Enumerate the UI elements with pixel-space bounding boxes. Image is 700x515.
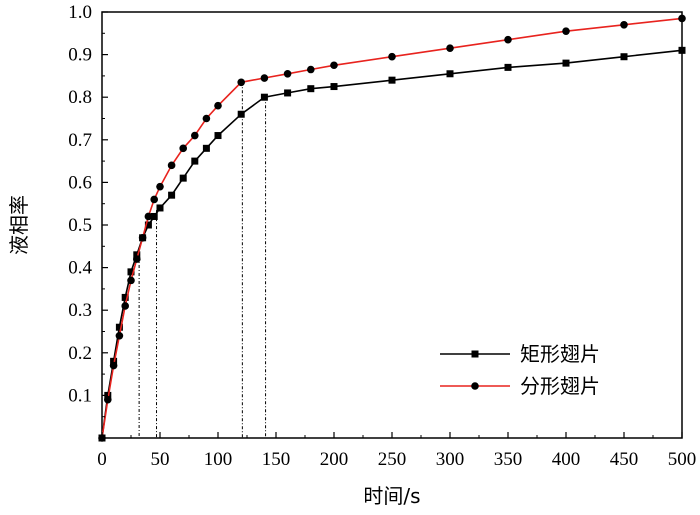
y-tick-label: 0.4 [68,258,92,279]
data-point-square [110,357,118,365]
legend-label: 矩形翅片 [520,342,600,366]
data-point-circle [214,101,222,110]
data-point-circle [109,361,118,370]
x-tick-label: 450 [610,449,639,470]
legend-item: 矩形翅片 [440,342,600,366]
data-point-circle [260,74,269,82]
data-point-circle [144,212,153,221]
data-point-square [191,157,199,165]
legend-marker-square [471,350,479,358]
x-tick-label: 50 [151,449,170,470]
data-point-circle [237,78,245,87]
y-axis-title: 液相率 [7,195,31,255]
data-point-circle [283,69,292,78]
x-tick-label: 500 [668,449,697,470]
x-axis-title: 时间/s [363,484,420,508]
y-tick-label: 0.8 [68,87,92,108]
x-tick-label: 250 [378,449,407,470]
data-point-circle [202,114,211,123]
y-tick-label: 0.6 [68,172,92,193]
data-point-circle [504,35,512,44]
y-tick-label: 0.2 [68,343,92,364]
data-point-square [202,144,210,152]
x-tick-label: 200 [320,449,349,470]
data-point-circle [446,44,454,53]
y-axis-ticks: 0.1 0.2 0.3 0.4 0.5 0.6 0.7 0.8 0.9 1.0 [68,2,108,418]
data-point-circle [307,65,315,74]
y-tick-label: 0.7 [68,130,92,151]
data-point-square [446,70,454,78]
y-tick-label: 0.3 [68,300,92,321]
data-point-circle [127,276,135,285]
x-tick-label: 100 [204,449,233,470]
data-point-square [144,221,152,229]
data-point-circle [150,195,158,204]
legend-item: 分形翅片 [440,374,600,398]
data-point-square [156,204,164,212]
x-tick-label: 400 [552,449,581,470]
data-point-square [260,93,268,101]
data-point-square [307,85,315,93]
y-tick-label: 0.1 [68,385,92,406]
legend-marker-circle [471,382,479,390]
y-tick-label: 1.0 [68,2,92,23]
data-point-circle [104,395,112,404]
x-tick-label: 0 [97,449,107,470]
series-circle [98,14,686,442]
legend-label: 分形翅片 [520,374,600,398]
data-point-square [168,191,176,199]
y-tick-label: 0.9 [68,45,92,66]
data-point-circle [620,20,628,29]
data-point-square [127,268,135,276]
data-point-circle [115,331,124,340]
data-point-square [620,53,628,61]
data-point-circle [191,131,199,140]
data-point-square [678,46,686,54]
data-point-square [284,89,292,97]
data-point-circle [121,302,129,310]
data-point-circle [179,144,187,153]
data-point-circle [388,52,396,61]
data-point-circle [330,61,338,70]
data-point-circle [133,255,141,263]
data-point-square [330,83,338,91]
data-point-circle [167,161,176,170]
x-tick-label: 300 [436,449,465,470]
data-point-square [115,323,123,331]
data-point-square [121,293,129,301]
data-point-square [179,174,187,182]
x-axis-ticks: 0 50 100 150 200 250 300 350 400 450 500 [97,432,696,470]
x-tick-label: 150 [262,449,291,470]
data-point-circle [678,14,686,23]
data-point-square [562,59,570,67]
data-point-square [388,76,396,84]
x-tick-label: 350 [494,449,523,470]
data-point-square [133,251,141,259]
data-point-circle [562,27,570,35]
data-point-square [150,212,158,220]
data-point-circle [156,182,164,191]
data-point-square [237,110,245,118]
data-point-square [214,132,222,140]
data-point-square [504,63,512,71]
data-point-circle [138,233,147,242]
y-tick-label: 0.5 [68,215,92,236]
reference-lines [138,82,267,438]
